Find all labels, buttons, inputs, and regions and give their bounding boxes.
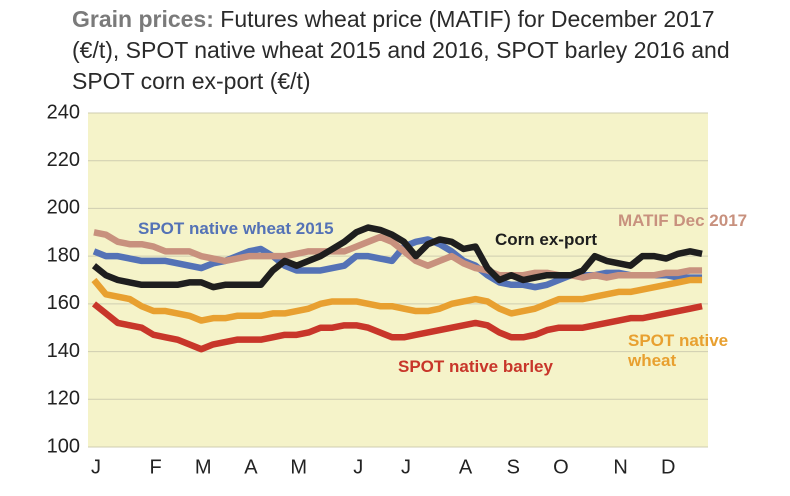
series-label: Corn ex-port	[495, 230, 597, 249]
series-line	[91, 224, 703, 291]
x-tick-label: M	[290, 456, 307, 478]
x-tick-label: N	[613, 456, 627, 478]
series-label: SPOT native wheat 2015	[138, 219, 334, 238]
title-text: Futures wheat price (MATIF) for December…	[72, 6, 730, 94]
plot-area	[88, 113, 708, 447]
series-line	[91, 276, 703, 324]
y-tick-label: 140	[47, 340, 80, 362]
y-tick-label: 200	[47, 197, 80, 219]
x-tick-label: D	[661, 456, 675, 478]
x-tick-label: S	[507, 456, 520, 478]
title-lead: Grain prices:	[72, 6, 214, 32]
x-tick-label: F	[149, 456, 161, 478]
x-tick-label: J	[353, 456, 363, 478]
y-tick-label: 100	[47, 435, 80, 457]
y-tick-label: 220	[47, 149, 80, 171]
y-tick-label: 180	[47, 244, 80, 266]
x-tick-label: J	[401, 456, 411, 478]
x-tick-label: O	[553, 456, 569, 478]
series-line	[91, 301, 703, 353]
y-tick-label: 160	[47, 292, 80, 314]
chart-title: Grain prices: Futures wheat price (MATIF…	[72, 4, 762, 97]
x-tick-label: J	[91, 456, 101, 478]
series-label: MATIF Dec 2017	[618, 211, 748, 230]
series-label: SPOT native barley	[398, 357, 553, 376]
series-line	[93, 229, 703, 281]
y-tick-label: 240	[47, 101, 80, 123]
x-tick-label: M	[195, 456, 212, 478]
x-tick-label: A	[244, 456, 258, 478]
x-tick-label: A	[459, 456, 473, 478]
series-label: SPOT native wheat	[628, 331, 729, 370]
y-tick-label: 120	[47, 388, 80, 410]
